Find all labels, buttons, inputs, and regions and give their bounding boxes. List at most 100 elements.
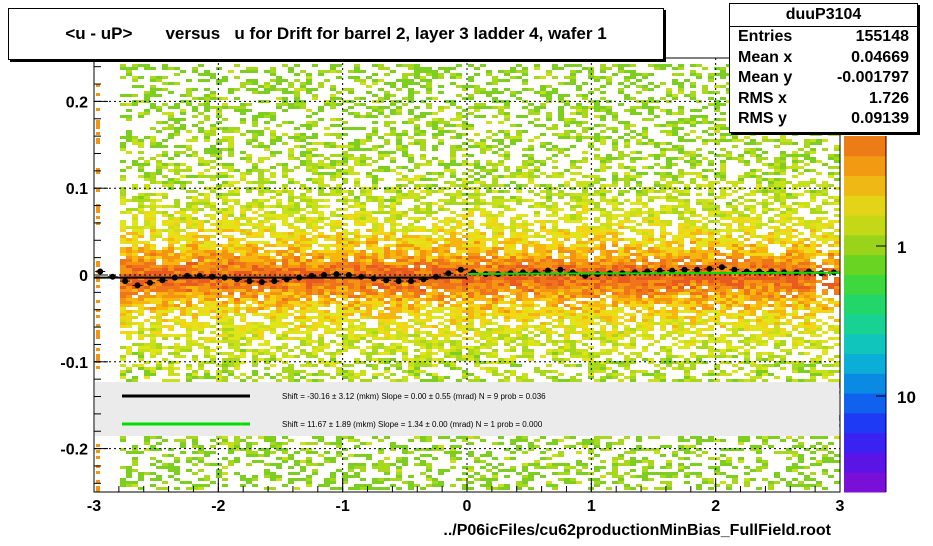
- heatmap-cell: [354, 298, 360, 301]
- heatmap-cell: [222, 283, 228, 286]
- heatmap-cell: [486, 313, 492, 316]
- heatmap-cell: [474, 328, 480, 331]
- heatmap-cell: [492, 262, 498, 265]
- heatmap-cell: [456, 184, 462, 187]
- heatmap-cell: [354, 163, 360, 166]
- heatmap-cell: [276, 265, 282, 268]
- heatmap-cell: [246, 247, 252, 250]
- heatmap-cell: [360, 241, 366, 244]
- heatmap-cell: [318, 70, 324, 73]
- heatmap-cell: [216, 163, 222, 166]
- heatmap-cell: [132, 226, 138, 229]
- heatmap-cell: [318, 262, 324, 265]
- heatmap-cell: [492, 442, 498, 445]
- heatmap-cell: [222, 478, 228, 481]
- heatmap-cell: [246, 88, 252, 91]
- heatmap-cell: [240, 331, 246, 334]
- heatmap-cell: [252, 79, 258, 82]
- heatmap-cell: [156, 334, 162, 337]
- heatmap-cell: [336, 307, 342, 310]
- heatmap-cell: [222, 364, 228, 367]
- heatmap-cell: [120, 142, 126, 145]
- heatmap-cell: [306, 310, 312, 313]
- heatmap-cell: [402, 259, 408, 262]
- heatmap-cell: [480, 166, 486, 169]
- heatmap-cell: [276, 325, 282, 328]
- heatmap-cell: [294, 331, 300, 334]
- heatmap-cell: [156, 76, 162, 79]
- heatmap-cell: [306, 157, 312, 160]
- heatmap-cell: [168, 226, 174, 229]
- heatmap-cell: [252, 322, 258, 325]
- heatmap-cell: [330, 94, 336, 97]
- heatmap-cell: [246, 331, 252, 334]
- heatmap-cell: [420, 346, 426, 349]
- heatmap-cell: [354, 262, 360, 265]
- heatmap-cell: [408, 208, 414, 211]
- heatmap-cell: [318, 316, 324, 319]
- heatmap-cell: [498, 229, 504, 232]
- heatmap-cell: [222, 217, 228, 220]
- heatmap-cell: [324, 301, 330, 304]
- heatmap-cell: [354, 304, 360, 307]
- heatmap-cell: [330, 355, 336, 358]
- heatmap-cell: [282, 325, 288, 328]
- heatmap-cell: [204, 205, 210, 208]
- heatmap-cell: [462, 85, 468, 88]
- heatmap-cell: [360, 271, 366, 274]
- heatmap-cell: [432, 118, 438, 121]
- heatmap-cell: [276, 199, 282, 202]
- heatmap-cell: [426, 106, 432, 109]
- heatmap-cell: [390, 82, 396, 85]
- heatmap-cell: [156, 130, 162, 133]
- heatmap-cell: [438, 469, 444, 472]
- heatmap-cell: [156, 163, 162, 166]
- heatmap-cell: [396, 172, 402, 175]
- heatmap-cell: [348, 193, 354, 196]
- heatmap-cell: [270, 205, 276, 208]
- heatmap-cell: [366, 172, 372, 175]
- heatmap-cell: [252, 91, 258, 94]
- heatmap-cell: [156, 466, 162, 469]
- heatmap-cell: [216, 175, 222, 178]
- heatmap-cell: [126, 466, 132, 469]
- heatmap-cell: [252, 337, 258, 340]
- heatmap-cell: [330, 220, 336, 223]
- heatmap-cell: [150, 181, 156, 184]
- heatmap-cell: [312, 322, 318, 325]
- heatmap-cell: [474, 361, 480, 364]
- heatmap-cell: [390, 196, 396, 199]
- heatmap-cell: [396, 487, 402, 490]
- heatmap-cell: [498, 79, 504, 82]
- heatmap-cell: [282, 262, 288, 265]
- heatmap-cell: [318, 178, 324, 181]
- heatmap-cell: [432, 307, 438, 310]
- heatmap-cell: [222, 97, 228, 100]
- heatmap-cell: [204, 229, 210, 232]
- heatmap-cell: [420, 175, 426, 178]
- heatmap-cell: [150, 232, 156, 235]
- heatmap-cell: [426, 211, 432, 214]
- heatmap-cell: [348, 310, 354, 313]
- heatmap-cell: [192, 322, 198, 325]
- heatmap-cell: [150, 337, 156, 340]
- heatmap-cell: [276, 448, 282, 451]
- heatmap-cell: [216, 127, 222, 130]
- heatmap-cell: [138, 205, 144, 208]
- heatmap-cell: [390, 289, 396, 292]
- heatmap-cell: [294, 286, 300, 289]
- heatmap-cell: [216, 280, 222, 283]
- heatmap-cell: [342, 172, 348, 175]
- heatmap-cell: [240, 172, 246, 175]
- heatmap-cell: [150, 484, 156, 487]
- heatmap-cell: [336, 136, 342, 139]
- heatmap-cell: [468, 64, 474, 67]
- heatmap-cell: [480, 250, 486, 253]
- heatmap-cell: [318, 289, 324, 292]
- heatmap-cell: [186, 166, 192, 169]
- heatmap-cell: [216, 364, 222, 367]
- heatmap-cell: [366, 457, 372, 460]
- heatmap-cell: [312, 463, 318, 466]
- heatmap-cell: [408, 97, 414, 100]
- heatmap-cell: [150, 367, 156, 370]
